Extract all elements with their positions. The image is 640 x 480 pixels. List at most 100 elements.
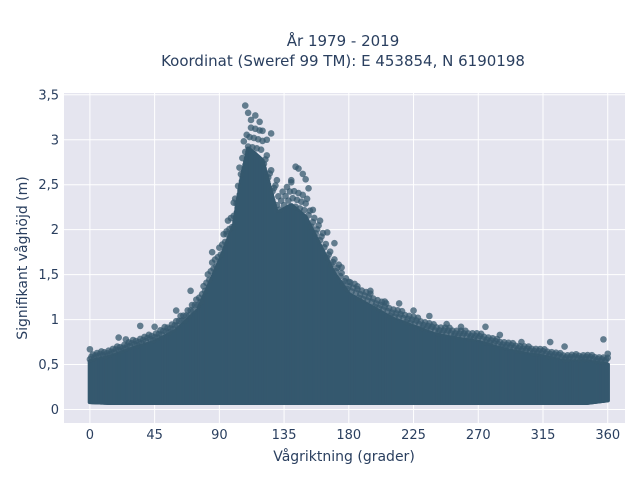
data-point: [185, 312, 193, 319]
data-point: [240, 138, 248, 145]
data-point-band: [605, 362, 610, 403]
data-point: [229, 223, 236, 231]
x-tick-label: 225: [401, 428, 426, 443]
data-point: [518, 338, 525, 346]
data-point: [273, 176, 281, 184]
chart-title: År 1979 - 2019: [287, 31, 400, 50]
data-point: [263, 152, 271, 159]
data-point: [443, 320, 450, 328]
data-point: [410, 307, 417, 314]
data-point: [326, 248, 334, 255]
x-tick-label: 0: [86, 428, 94, 443]
data-point: [263, 136, 271, 144]
data-point: [181, 317, 189, 324]
y-tick-label: 2: [51, 223, 59, 238]
data-point: [234, 182, 242, 190]
y-tick-label: 1: [51, 313, 59, 328]
y-tick-label: 0: [51, 403, 59, 418]
data-point: [197, 298, 204, 306]
data-point: [239, 154, 246, 162]
data-point: [303, 195, 311, 203]
data-point: [287, 176, 295, 184]
data-point: [208, 248, 216, 256]
data-point: [267, 166, 275, 174]
x-tick-label: 315: [531, 428, 556, 443]
x-tick-label: 90: [211, 428, 228, 443]
data-point: [299, 191, 307, 199]
data-point: [600, 336, 607, 343]
x-tick-label: 45: [146, 428, 163, 443]
data-point: [223, 230, 230, 238]
data-point: [280, 201, 288, 209]
data-point: [187, 287, 194, 295]
x-axis-ticks: 0 45 90 135 180 225 270 315 360: [86, 428, 620, 443]
data-point: [331, 256, 338, 263]
data-point: [230, 212, 238, 220]
data-point: [323, 229, 331, 236]
y-axis-label: Signifikant våghöjd (m): [14, 176, 31, 339]
data-point: [305, 185, 312, 192]
data-point: [338, 269, 345, 277]
data-point: [302, 176, 309, 183]
data-point: [236, 164, 243, 171]
data-point: [244, 109, 252, 117]
data-point: [496, 331, 504, 339]
data-point: [299, 170, 307, 178]
data-point: [267, 130, 275, 137]
y-tick-label: 0,5: [38, 358, 59, 373]
data-point: [457, 323, 465, 331]
data-point: [546, 338, 554, 346]
data-point: [259, 127, 266, 135]
data-point: [395, 300, 403, 307]
data-point: [172, 307, 180, 314]
data-point: [338, 264, 345, 271]
data-point: [201, 287, 209, 295]
data-point: [367, 287, 374, 295]
data-point: [604, 350, 612, 358]
data-point: [230, 199, 238, 207]
data-points: [86, 102, 612, 406]
data-point: [300, 206, 308, 214]
data-point: [354, 283, 361, 290]
data-point: [276, 206, 284, 213]
data-point: [221, 238, 229, 246]
y-tick-label: 3,5: [38, 88, 59, 103]
data-point: [272, 182, 279, 189]
y-axis-ticks: 0 0,5 1 1,5 2 2,5 3 3,5: [38, 88, 59, 418]
x-tick-label: 135: [272, 428, 297, 443]
data-point: [122, 336, 130, 343]
data-point: [426, 312, 433, 320]
data-point: [482, 323, 489, 331]
data-point: [190, 307, 197, 314]
data-point: [213, 262, 220, 270]
x-tick-label: 270: [466, 428, 491, 443]
data-point: [295, 165, 302, 172]
data-point: [322, 240, 330, 248]
data-point: [561, 343, 568, 350]
data-point: [247, 116, 255, 124]
x-axis-label: Vågriktning (grader): [273, 448, 415, 465]
data-point: [136, 322, 144, 330]
data-point: [241, 148, 249, 156]
data-point: [309, 206, 317, 214]
data-point: [241, 102, 249, 109]
data-point: [115, 334, 122, 341]
y-tick-label: 3: [51, 133, 59, 148]
data-point: [256, 118, 263, 126]
data-point: [205, 276, 213, 284]
data-point: [217, 251, 225, 258]
data-point: [331, 239, 338, 247]
data-point: [345, 278, 353, 286]
data-point: [310, 214, 318, 222]
x-tick-label: 180: [336, 428, 361, 443]
x-tick-label: 360: [595, 428, 620, 443]
data-point: [151, 323, 158, 331]
data-point: [252, 112, 259, 119]
data-point: [237, 170, 245, 178]
y-tick-label: 1,5: [38, 268, 59, 283]
y-tick-label: 2,5: [38, 178, 59, 193]
data-point: [86, 345, 94, 353]
data-point: [381, 298, 389, 305]
data-point: [316, 217, 324, 224]
